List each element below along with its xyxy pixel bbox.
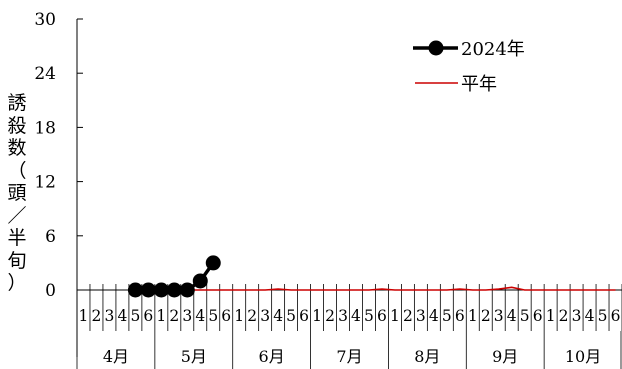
series-2024-point <box>140 282 156 298</box>
y-tick-label: 0 <box>45 281 56 301</box>
x-tick-label: 6 <box>611 307 621 325</box>
y-tick-label: 24 <box>34 64 56 84</box>
x-tick-label: 4 <box>507 307 517 325</box>
y-axis-label-char: ／ <box>7 204 27 227</box>
y-axis-label-char: 旬 <box>7 249 27 272</box>
x-tick-label: 3 <box>572 307 582 325</box>
x-tick-label: 4 <box>585 307 595 325</box>
series-2024-point <box>192 273 208 289</box>
x-tick-label: 4 <box>351 307 361 325</box>
normal-year-line <box>135 286 616 291</box>
x-tick-label: 4 <box>429 307 439 325</box>
x-tick-label: 1 <box>156 307 166 325</box>
x-tick-label: 5 <box>364 307 374 325</box>
x-tick-label: 5 <box>442 307 452 325</box>
y-tick-label: 6 <box>45 227 56 247</box>
x-tick-label: 2 <box>481 307 491 325</box>
x-tick-label: 6 <box>377 307 387 325</box>
month-label: 8月 <box>414 347 440 366</box>
month-label: 7月 <box>336 347 362 366</box>
x-axis-months: 4月 5月 6月 7月 8月 9月 10月 <box>76 331 622 369</box>
x-tick-label: 3 <box>182 307 192 325</box>
y-axis-label-char: 誘 <box>7 92 27 114</box>
x-tick-label: 1 <box>390 307 400 325</box>
series-normal-year <box>135 286 616 291</box>
legend-normal-year-label: 平年 <box>461 74 497 95</box>
x-tick-label: 6 <box>533 307 543 325</box>
x-tick-label: 1 <box>312 307 322 325</box>
x-tick-label: 5 <box>286 307 296 325</box>
legend-2024-marker <box>428 40 444 56</box>
x-tick-label: 3 <box>494 307 504 325</box>
x-tick-label: 2 <box>325 307 335 325</box>
x-tick-label: 6 <box>299 307 309 325</box>
x-tick-label: 4 <box>117 307 127 325</box>
month-label: 4月 <box>103 347 129 366</box>
x-tick-label: 5 <box>130 307 140 325</box>
x-tick-label: 2 <box>169 307 179 325</box>
x-tick-label: 1 <box>546 307 556 325</box>
x-tick-label: 2 <box>247 307 257 325</box>
x-tick-label: 1 <box>468 307 478 325</box>
series-2024-point <box>179 282 195 298</box>
x-tick-label: 2 <box>559 307 569 325</box>
series-2024-point <box>127 282 143 298</box>
y-axis-label-char: （ <box>7 159 27 182</box>
y-axis-label-char: ） <box>7 272 27 294</box>
y-axis-ticks: 0 6 12 18 24 30 <box>34 10 83 301</box>
y-axis-label-char: 殺 <box>7 114 27 137</box>
month-label: 5月 <box>181 347 207 366</box>
series-2024-point <box>205 255 221 271</box>
series-2024-point <box>153 282 169 298</box>
x-tick-label: 2 <box>403 307 413 325</box>
y-axis-label-char: 半 <box>7 227 27 249</box>
y-axis-label-char: 数 <box>7 137 27 159</box>
x-tick-label: 1 <box>79 307 89 325</box>
month-label: 9月 <box>492 347 518 366</box>
x-tick-label: 2 <box>92 307 102 325</box>
y-tick-label: 30 <box>34 10 56 30</box>
x-tick-label: 3 <box>338 307 348 325</box>
y-tick-label: 18 <box>34 118 56 138</box>
y-axis-label: 誘殺数（頭／半旬） <box>6 92 28 295</box>
legend-2024-label: 2024年 <box>461 39 525 60</box>
y-axis-label-char: 頭 <box>7 182 27 204</box>
series-2024-point <box>166 282 182 298</box>
x-tick-label: 3 <box>416 307 426 325</box>
x-tick-label: 5 <box>520 307 530 325</box>
month-label: 6月 <box>259 347 285 366</box>
x-tick-label: 6 <box>143 307 153 325</box>
x-tick-label: 6 <box>455 307 465 325</box>
x-tick-label: 3 <box>260 307 270 325</box>
x-tick-label: 5 <box>208 307 218 325</box>
x-tick-label: 1 <box>234 307 244 325</box>
x-tick-label: 4 <box>273 307 283 325</box>
x-tick-label: 6 <box>221 307 231 325</box>
x-tick-label: 3 <box>105 307 115 325</box>
x-tick-label: 4 <box>195 307 205 325</box>
month-label: 10月 <box>565 347 601 366</box>
series-2024 <box>127 255 221 298</box>
x-tick-label: 5 <box>598 307 608 325</box>
y-tick-label: 12 <box>34 173 56 193</box>
